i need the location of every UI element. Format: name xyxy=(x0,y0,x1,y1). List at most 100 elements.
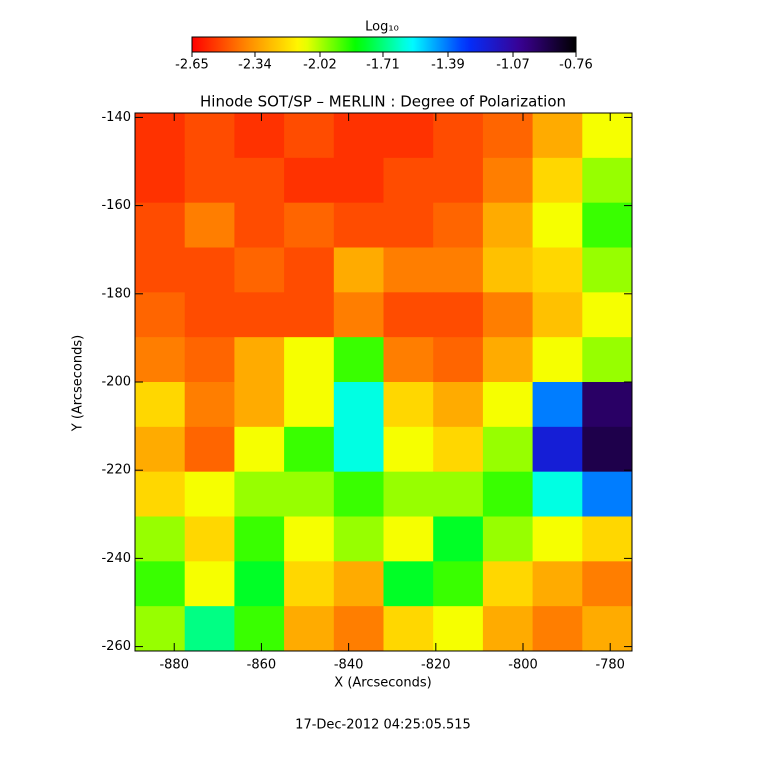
x-tick-label: -780 xyxy=(595,658,625,673)
heatmap-cell xyxy=(184,426,235,473)
heatmap-cell xyxy=(433,292,484,338)
heatmap-cell xyxy=(532,426,583,473)
colorbar-tick-label: -2.02 xyxy=(303,58,337,73)
heatmap-cell xyxy=(333,337,384,383)
heatmap-cell xyxy=(284,202,335,248)
heatmap-cell xyxy=(532,113,583,159)
y-tick-label: -140 xyxy=(101,110,131,125)
heatmap-cell xyxy=(532,516,583,562)
heatmap-cell xyxy=(582,113,633,159)
x-tick-label: -800 xyxy=(508,658,538,673)
heatmap-cell xyxy=(184,471,235,517)
x-tick-label: -860 xyxy=(247,658,277,673)
heatmap-cell xyxy=(135,157,186,204)
heatmap-cell xyxy=(284,426,335,473)
heatmap-cell xyxy=(532,471,583,517)
heatmap-cell xyxy=(532,337,583,383)
heatmap-cell xyxy=(184,247,235,293)
heatmap-cell xyxy=(532,202,583,248)
heatmap-cell xyxy=(582,606,633,652)
heatmap-cell xyxy=(234,426,285,473)
colorbar-tick-label: -0.76 xyxy=(559,58,593,73)
heatmap-cell xyxy=(383,157,434,204)
footer-date: 17-Dec-2012 04:25:05.515 xyxy=(295,718,471,733)
heatmap-cell xyxy=(482,292,534,338)
heatmap-cell xyxy=(383,202,434,248)
heatmap-cell xyxy=(333,202,384,248)
heatmap-cell xyxy=(234,382,285,428)
heatmap-cell xyxy=(532,606,583,652)
heatmap-cell xyxy=(135,426,186,473)
y-tick-label: -160 xyxy=(101,198,131,213)
heatmap-cell xyxy=(482,337,534,383)
heatmap-cell xyxy=(582,561,633,607)
heatmap-cell xyxy=(234,471,285,517)
heatmap-cell xyxy=(383,606,434,652)
heatmap-cell xyxy=(482,247,534,293)
heatmap-cell xyxy=(184,337,235,383)
heatmap-cell xyxy=(333,606,384,652)
heatmap-cell xyxy=(532,292,583,338)
heatmap-cell xyxy=(433,113,484,159)
heatmap-cell xyxy=(234,113,285,159)
colorbar-tick-label: -2.34 xyxy=(238,58,272,73)
heatmap-cell xyxy=(383,471,434,517)
heatmap-cell xyxy=(284,157,335,204)
heatmap-cell xyxy=(234,292,285,338)
heatmap-cell xyxy=(135,471,186,517)
heatmap-cell xyxy=(234,606,285,652)
heatmap-cell xyxy=(482,382,534,428)
heatmap-cell xyxy=(284,337,335,383)
colorbar-label: Log₁₀ xyxy=(365,20,399,35)
heatmap-cell xyxy=(284,382,335,428)
heatmap-cell xyxy=(333,292,384,338)
heatmap-cell xyxy=(135,292,186,338)
heatmap-cell xyxy=(333,247,384,293)
heatmap-cell xyxy=(234,247,285,293)
y-tick-label: -260 xyxy=(101,639,131,654)
heatmap-cell xyxy=(234,516,285,562)
heatmap-cell xyxy=(433,247,484,293)
heatmap-cell xyxy=(184,516,235,562)
heatmap-cell xyxy=(234,157,285,204)
heatmap-cell xyxy=(383,516,434,562)
heatmap-cell xyxy=(433,382,484,428)
heatmap-cell xyxy=(383,113,434,159)
heatmap-cell xyxy=(433,606,484,652)
heatmap-cell xyxy=(184,382,235,428)
heatmap-cell xyxy=(135,382,186,428)
heatmap-cell xyxy=(582,516,633,562)
heatmap-cell xyxy=(284,561,335,607)
y-tick-label: -240 xyxy=(101,551,131,566)
colorbar-tick-label: -2.65 xyxy=(175,58,209,73)
y-axis-label: Y (Arcseconds) xyxy=(71,335,86,432)
heatmap-cell xyxy=(333,382,384,428)
heatmap-cell xyxy=(184,561,235,607)
heatmap-cell xyxy=(284,113,335,159)
chart-title: Hinode SOT/SP – MERLIN : Degree of Polar… xyxy=(200,93,566,111)
heatmap-cell xyxy=(184,113,235,159)
heatmap-cell xyxy=(284,516,335,562)
heatmap-cell xyxy=(482,561,534,607)
heatmap-cell xyxy=(582,247,633,293)
heatmap-cell xyxy=(433,337,484,383)
heatmap-cell xyxy=(234,337,285,383)
heatmap-cell xyxy=(383,382,434,428)
heatmap-cell xyxy=(333,113,384,159)
heatmap-cell xyxy=(482,113,534,159)
heatmap-cell xyxy=(184,292,235,338)
heatmap-cell xyxy=(333,471,384,517)
y-tick-label: -180 xyxy=(101,286,131,301)
colorbar xyxy=(191,36,577,53)
heatmap-cell xyxy=(433,561,484,607)
heatmap-cell xyxy=(135,202,186,248)
heatmap-cell xyxy=(184,606,235,652)
heatmap-cell xyxy=(532,157,583,204)
colorbar-tick-label: -1.07 xyxy=(496,58,530,73)
heatmap-cell xyxy=(482,516,534,562)
heatmap-cell xyxy=(433,157,484,204)
heatmap-cell xyxy=(135,247,186,293)
x-tick-label: -880 xyxy=(159,658,189,673)
heatmap-cell xyxy=(582,157,633,204)
